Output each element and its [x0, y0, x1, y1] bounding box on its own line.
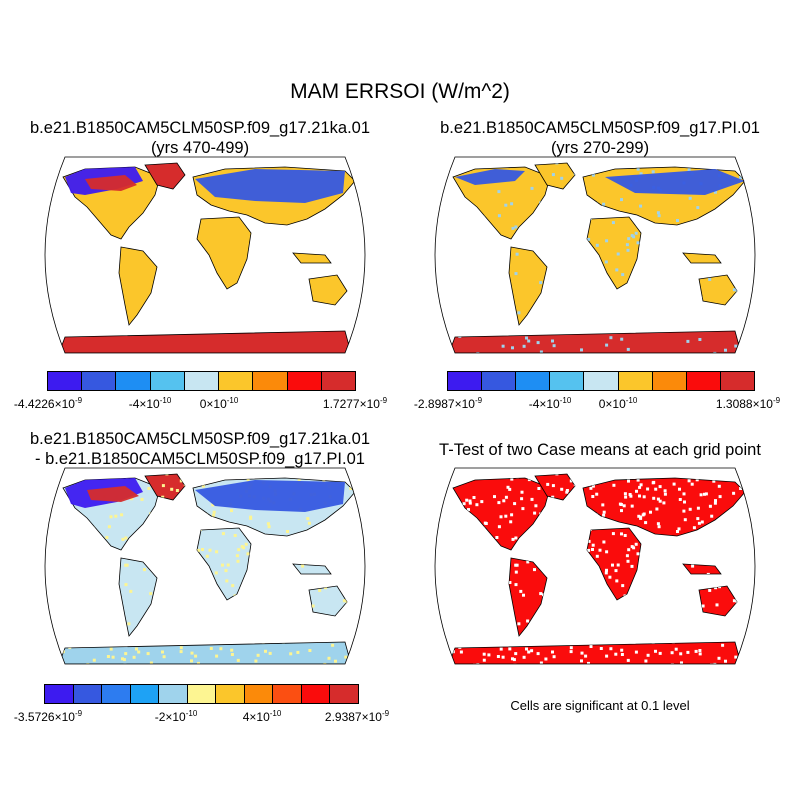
landmass-antarctica: [448, 330, 742, 353]
colorbar-swatch: [287, 372, 322, 390]
panel-title-line1: b.e21.B1850CAM5CLM50SP.f09_g17.21ka.01: [29, 119, 371, 137]
colorbar-swatch: [48, 372, 83, 390]
colorbar-label-max: 1.3088×10-9: [715, 396, 781, 411]
colorbar-swatch: [187, 685, 217, 703]
colorbar-label: 0×10-10: [199, 396, 239, 411]
colorbar-label-max: 2.9387×10-9: [324, 709, 390, 724]
anomaly-region: [455, 169, 525, 185]
colorbar-swatch: [219, 372, 254, 390]
colorbar-swatch: [584, 372, 619, 390]
colorbar-label: 0×10-10: [598, 396, 638, 411]
colorbar-swatch: [330, 685, 359, 703]
landmass-greenland: [534, 473, 576, 501]
landmass-greenland: [144, 473, 186, 501]
colorbar-21ka: [47, 371, 356, 391]
map-panel-difference: [44, 467, 366, 665]
panel-title-line2: - b.e21.B1850CAM5CLM50SP.f09_g17.PI.01: [35, 450, 365, 468]
colorbar-swatch: [301, 685, 331, 703]
significance-note: Cells are significant at 0.1 level: [510, 698, 690, 713]
landmass-samerica: [508, 246, 548, 326]
landmass-samerica: [508, 557, 548, 637]
panel-title-bottom-left: b.e21.B1850CAM5CLM50SP.f09_g17.21ka.01 -…: [0, 429, 400, 469]
map-frame: [44, 467, 366, 665]
colorbar-swatch: [720, 372, 754, 390]
colorbar-difference: [44, 684, 359, 704]
colorbar-swatch: [516, 372, 551, 390]
colorbar-label: 4×10-10: [242, 709, 282, 724]
landmass-greenland: [534, 162, 576, 190]
colorbar-swatch: [82, 372, 117, 390]
map-frame: [434, 156, 756, 354]
colorbar-swatch: [652, 372, 687, 390]
colorbar-swatch: [321, 372, 355, 390]
landmass-antarctica: [58, 330, 352, 353]
panel-title-line1: T-Test of two Case means at each grid po…: [439, 441, 761, 459]
landmass-africa: [196, 216, 252, 290]
colorbar-swatch: [102, 685, 131, 703]
panel-title-line1: b.e21.B1850CAM5CLM50SP.f09_g17.PI.01: [440, 119, 760, 137]
panel-title-line2: (yrs 470-499): [150, 139, 250, 157]
landmass-australia: [308, 274, 348, 306]
map-panel-21ka: [44, 156, 366, 354]
colorbar-swatch: [184, 372, 220, 390]
colorbar-swatch: [73, 685, 103, 703]
colorbar-swatch: [550, 372, 585, 390]
landmass-eurasia: [582, 477, 746, 537]
map-frame: [434, 467, 756, 665]
landmass-greenland: [144, 162, 186, 190]
landmass-indonesia: [682, 563, 722, 575]
colorbar-label-max: 1.7277×10-9: [322, 396, 388, 411]
panel-title-line1: b.e21.B1850CAM5CLM50SP.f09_g17.21ka.01: [29, 430, 371, 448]
landmass-indonesia: [292, 563, 332, 575]
colorbar-swatch: [130, 685, 160, 703]
main-title: MAM ERRSOI (W/m^2): [290, 80, 510, 103]
landmass-namerica: [452, 477, 551, 551]
panel-title-top-left: b.e21.B1850CAM5CLM50SP.f09_g17.21ka.01 (…: [0, 118, 400, 158]
colorbar-label-min: -4.4226×10-9: [13, 396, 83, 411]
colorbar-label: -4×10-10: [128, 396, 172, 411]
landmass-samerica: [118, 246, 158, 326]
colorbar-swatch: [244, 685, 274, 703]
colorbar-swatch: [150, 372, 185, 390]
colorbar-swatch: [482, 372, 517, 390]
colorbar-swatch: [216, 685, 245, 703]
colorbar-label-min: -2.8987×10-9: [413, 396, 483, 411]
anomaly-region: [87, 486, 139, 502]
landmass-africa: [586, 216, 642, 290]
colorbar-swatch: [618, 372, 653, 390]
landmass-antarctica: [448, 641, 742, 664]
landmass-indonesia: [682, 252, 722, 264]
landmass-australia: [698, 274, 738, 306]
colorbar-swatch: [686, 372, 721, 390]
colorbar-swatch: [45, 685, 74, 703]
landmass-australia: [698, 585, 738, 617]
panel-title-line2: (yrs 270-299): [550, 139, 650, 157]
anomaly-region: [85, 175, 137, 191]
anomaly-region: [195, 480, 345, 512]
anomaly-region: [195, 169, 345, 203]
landmass-australia: [308, 585, 348, 617]
map-panel-pi: [434, 156, 756, 354]
colorbar-label: -4×10-10: [528, 396, 572, 411]
map-panel-ttest: [434, 467, 756, 665]
anomaly-region: [605, 169, 745, 195]
colorbar-swatch: [116, 372, 151, 390]
landmass-namerica: [452, 166, 551, 240]
panel-title-bottom-right: T-Test of two Case means at each grid po…: [400, 440, 800, 460]
panel-title-top-right: b.e21.B1850CAM5CLM50SP.f09_g17.PI.01 (yr…: [400, 118, 800, 158]
landmass-indonesia: [292, 252, 332, 264]
landmass-samerica: [118, 557, 158, 637]
colorbar-label: -2×10-10: [154, 709, 198, 724]
map-frame: [44, 156, 366, 354]
colorbar-swatch: [253, 372, 288, 390]
colorbar-swatch: [273, 685, 302, 703]
colorbar-swatch: [448, 372, 483, 390]
landmass-antarctica: [58, 641, 352, 664]
colorbar-pi: [447, 371, 755, 391]
colorbar-label-min: -3.5726×10-9: [13, 709, 83, 724]
colorbar-swatch: [159, 685, 188, 703]
